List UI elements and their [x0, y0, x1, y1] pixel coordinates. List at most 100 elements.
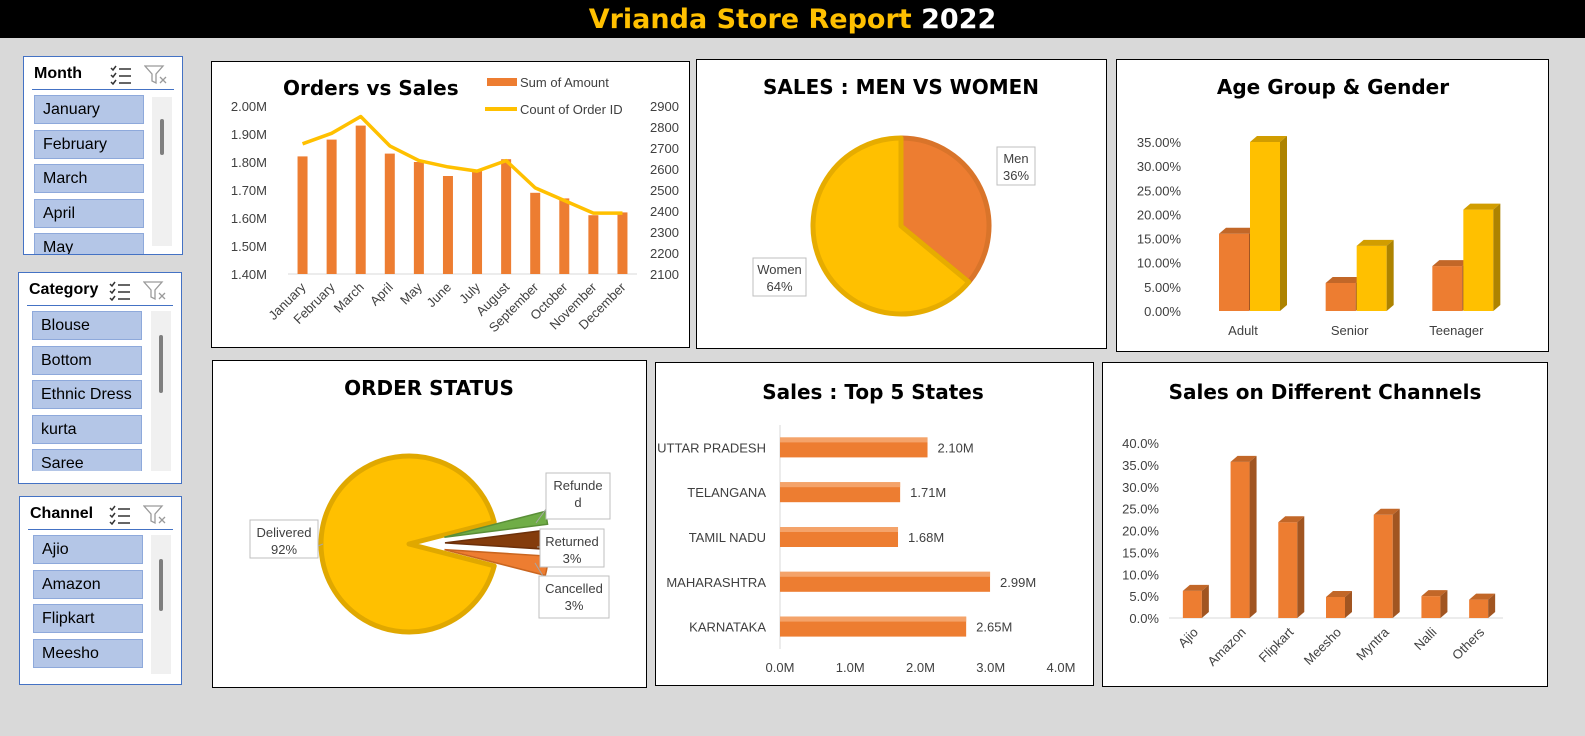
report-year: 2022 [921, 4, 997, 35]
chart-title: Sales on Different Channels [1169, 380, 1482, 404]
slicer-scrollbar[interactable] [151, 535, 171, 674]
bar-channel-side [1297, 516, 1305, 618]
data-label-name: Men [1003, 151, 1028, 166]
slicer-item-flipkart[interactable]: Flipkart [33, 604, 143, 633]
slicer-item-may[interactable]: May [34, 233, 144, 254]
slicer-scrollbar[interactable] [152, 97, 172, 246]
y-tick-label: 40.0% [1122, 436, 1159, 451]
leader-line [317, 543, 324, 547]
pie-slice-men [898, 135, 992, 285]
multi-select-icon[interactable] [109, 505, 131, 525]
slicer-item-ethnic-dress[interactable]: Ethnic Dress [32, 380, 142, 409]
slicer-item-february[interactable]: February [34, 129, 144, 159]
bar-amount [326, 139, 337, 274]
bar-channel [1421, 596, 1441, 618]
bar-channel-top [1421, 590, 1448, 597]
y-right-tick: 2400 [650, 204, 679, 219]
y-tick-label: 25.0% [1122, 502, 1159, 517]
data-label-text: 3% [563, 551, 582, 566]
bar-channel-top [1326, 591, 1352, 597]
data-label-box [752, 257, 807, 297]
y-tick-label: 30.0% [1122, 480, 1159, 495]
scrollbar-thumb[interactable] [159, 335, 163, 393]
slicer-item-meesho[interactable]: Meesho [33, 638, 143, 668]
y-tick-label: TAMIL NADU [689, 530, 766, 545]
y-tick-label: 35.00% [1137, 135, 1182, 150]
clear-filter-icon[interactable] [143, 281, 167, 301]
data-label-text: Returned [545, 534, 598, 549]
slicer-item-april[interactable]: April [34, 198, 144, 228]
leader-line [534, 562, 544, 577]
category-slicer[interactable]: Category Blouse Bottom Ethnic Dress kurt… [18, 272, 182, 484]
chart-title: ORDER STATUS [344, 376, 514, 400]
men-vs-women-chart[interactable]: SALES : MEN VS WOMEN Men 36% Women 64% [696, 59, 1107, 349]
value-label: 2.10M [938, 440, 974, 455]
top-states-chart[interactable]: Sales : Top 5 States UTTAR PRADESH 2.10M TE… [655, 362, 1094, 686]
slicer-item-ajio[interactable]: Ajio [33, 535, 143, 564]
y-tick-label: KARNATAKA [689, 620, 766, 635]
x-tick-label: Myntra [1353, 624, 1392, 663]
bar-state-highlight [780, 437, 928, 443]
data-label-box [249, 519, 319, 559]
x-tick-label: Nalli [1411, 624, 1440, 653]
slicer-scrollbar[interactable] [151, 311, 171, 471]
channels-chart[interactable]: Sales on Different Channels 40.0% 35.0% 30.… [1102, 362, 1548, 687]
age-gender-chart[interactable]: Age Group & Gender 35.00% 30.00% 25.00% 20.0… [1116, 59, 1549, 352]
bar-state-highlight [780, 482, 901, 488]
data-label-text: 92% [271, 542, 297, 557]
multi-select-icon[interactable] [110, 65, 132, 85]
bar-channel-top [1278, 516, 1305, 523]
y-right-tick: 2300 [650, 225, 679, 240]
bar-amount [530, 192, 541, 274]
bar-senior-top [1325, 276, 1363, 283]
order-status-chart[interactable]: ORDER STATUS Delivered 92% Refunde d Returned… [212, 360, 647, 688]
bar-amount [413, 162, 424, 274]
y-tick-label: UTTAR PRADESH [657, 440, 766, 455]
bar-channel-side [1201, 584, 1209, 618]
slicer-item-kurta[interactable]: kurta [32, 414, 142, 444]
report-title: Vrianda Store Report [588, 4, 912, 35]
orders-vs-sales-chart[interactable]: Orders vs Sales Sum of Amount Count of Ord… [211, 61, 690, 348]
y-tick-label: 20.00% [1137, 207, 1182, 222]
slicer-header: Category [27, 279, 173, 306]
y-tick-label: 5.0% [1129, 589, 1159, 604]
x-tick-label: 3.0M [976, 660, 1005, 675]
slicer-item-saree[interactable]: Saree [32, 449, 142, 471]
y-tick-label: 15.00% [1137, 232, 1182, 247]
bar-amount [501, 159, 512, 274]
slicer-item-march[interactable]: March [34, 164, 144, 193]
channel-slicer[interactable]: Channel Ajio Amazon Flipkart Meesho [19, 496, 182, 685]
bar-channel-top [1469, 593, 1496, 600]
chart-title: SALES : MEN VS WOMEN [763, 75, 1039, 99]
x-tick-label: Meesho [1301, 625, 1344, 668]
clear-filter-icon[interactable] [144, 65, 168, 85]
bar-amount [617, 212, 628, 274]
legend-swatch-amount [487, 78, 517, 86]
slicer-item-bottom[interactable]: Bottom [32, 345, 142, 375]
scrollbar-thumb[interactable] [160, 119, 164, 155]
slicer-item-january[interactable]: January [34, 95, 144, 124]
x-tick-label: Ajio [1175, 625, 1201, 651]
bar-senior-side [1386, 239, 1394, 311]
legend-label-amount: Sum of Amount [520, 75, 609, 90]
y-left-tick: 1.70M [231, 183, 267, 198]
x-tick-label: June [424, 280, 455, 311]
x-tick-label: 0.0M [766, 660, 795, 675]
month-slicer[interactable]: Month January February March April May [23, 56, 183, 255]
y-tick-label: 0.00% [1144, 304, 1181, 319]
x-tick-label: Amazon [1204, 625, 1248, 669]
data-label-box [996, 146, 1036, 186]
clear-filter-icon[interactable] [143, 505, 167, 525]
x-tick-label: 1.0M [836, 660, 865, 675]
bar-channel-side [1440, 590, 1448, 618]
data-label-text: Refunde [553, 478, 602, 493]
value-label: 2.99M [1000, 575, 1036, 590]
y-tick-label: 25.00% [1137, 183, 1182, 198]
y-right-tick: 2100 [650, 267, 679, 282]
multi-select-icon[interactable] [109, 281, 131, 301]
y-tick-label: TELANGANA [687, 485, 766, 500]
scrollbar-thumb[interactable] [159, 559, 163, 611]
data-label-text: d [574, 495, 581, 510]
slicer-item-blouse[interactable]: Blouse [32, 311, 142, 340]
slicer-item-amazon[interactable]: Amazon [33, 569, 143, 599]
